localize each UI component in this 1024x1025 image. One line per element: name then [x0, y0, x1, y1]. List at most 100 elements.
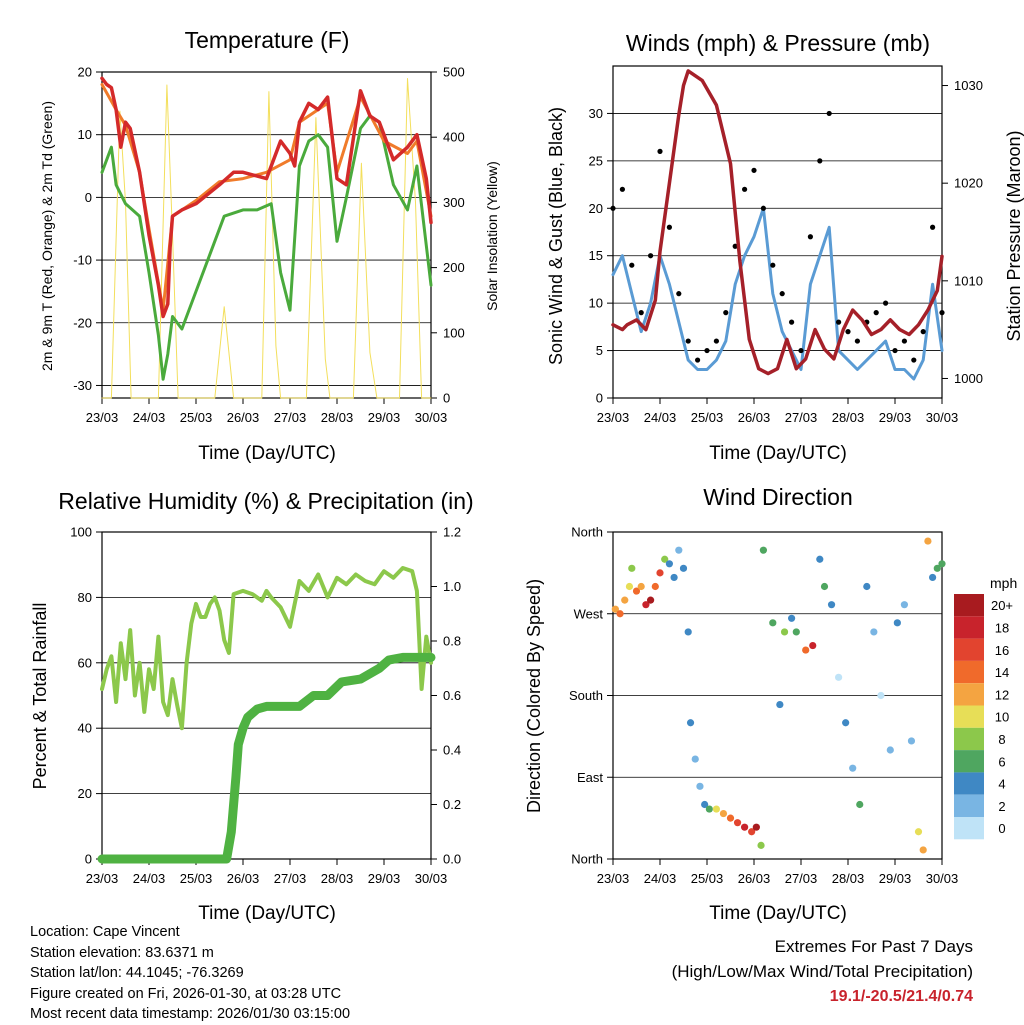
direction-ytick-label: West: [574, 606, 604, 621]
winds-title: Winds (mph) & Pressure (mb): [626, 30, 930, 56]
legend-swatch: [954, 750, 984, 773]
legend-swatch: [954, 616, 984, 639]
winds-gust-point: [751, 167, 757, 173]
direction-xlabel: Time (Day/UTC): [709, 903, 847, 924]
direction-ytick-label: East: [577, 770, 603, 785]
extremes-title: Extremes For Past 7 Days: [774, 937, 973, 956]
temperature-ytick-label: 0: [85, 190, 92, 205]
temperature-y2tick-label: 200: [443, 260, 465, 275]
direction-point: [621, 596, 629, 604]
direction-point: [679, 564, 688, 572]
legend-swatch: [954, 638, 984, 661]
station-latlon: Station lat/lon: 44.1045; -76.3269: [30, 965, 244, 981]
winds-chart: 0 5 10 15 20 25 30 1000 1010 1020 1030 23/03 24/03 25…: [589, 65, 983, 425]
legend-label: 4: [998, 777, 1005, 792]
humidity-ytick-label: 60: [78, 655, 92, 670]
winds-gust-point: [638, 310, 644, 316]
temperature-y2tick-label: 300: [443, 195, 465, 210]
direction-frame: [612, 531, 943, 860]
direction-point: [701, 800, 709, 809]
extremes-summary: Extremes For Past 7 Days (High/Low/Max W…: [672, 934, 973, 1009]
winds-gust-point: [807, 234, 814, 240]
direction-point: [696, 782, 704, 790]
winds-ytick-label: 15: [589, 248, 603, 263]
winds-xtick-label: 23/03: [597, 410, 630, 425]
winds-frame: [612, 65, 943, 399]
winds-gust-point: [901, 338, 908, 344]
humidity-y2tick-label: 1.2: [443, 525, 461, 540]
direction-point: [776, 700, 784, 709]
winds-xtick-label: 29/03: [879, 410, 912, 425]
extremes-subtitle: (High/Low/Max Wind/Total Precipitation): [671, 962, 973, 981]
humidity-y2tick-label: 0.8: [443, 634, 461, 649]
winds-gust-point: [742, 186, 748, 192]
winds-ytick-label: 5: [596, 343, 603, 358]
humidity-title: Relative Humidity (%) & Precipitation (i…: [58, 488, 473, 514]
direction-point: [849, 764, 857, 772]
winds-xtick-label: 24/03: [644, 410, 677, 425]
direction-xtick-label: 28/03: [832, 871, 865, 886]
direction-point: [733, 819, 742, 827]
direction-point: [924, 537, 932, 545]
humidity-frame: [101, 531, 432, 860]
direction-point: [835, 673, 843, 681]
temperature-xtick-label: 30/03: [415, 410, 448, 425]
figure-created: Figure created on Fri, 2026-01-30, at 03…: [30, 985, 342, 1002]
temperature-xtick-label: 27/03: [274, 410, 307, 425]
direction-point: [780, 628, 789, 636]
winds-gust-point: [779, 291, 785, 297]
humidity-ytick-label: 100: [70, 525, 92, 540]
station-elevation: Station elevation: 83.6371 m: [30, 944, 214, 961]
temperature-series-solar-insolation: [101, 78, 432, 399]
direction-point: [769, 619, 777, 627]
legend-swatch: [954, 594, 984, 617]
humidity-xtick-label: 25/03: [180, 871, 213, 886]
direction-point: [757, 841, 765, 849]
temperature-y2tick-label: 500: [443, 65, 465, 80]
winds-gust-point: [704, 347, 710, 354]
direction-ylabel-left: Direction (Colored By Speed): [524, 579, 544, 813]
direction-xtick-label: 30/03: [926, 871, 959, 886]
humidity-y2tick-label: 1.0: [443, 579, 461, 594]
direction-point: [628, 564, 636, 572]
winds-gust-point: [836, 319, 842, 325]
humidity-chart: 0 20 40 60 80 100 0.0 0.2 0.4 0.6 0.8 1.0 1.2 23/03 24…: [70, 525, 461, 887]
direction-point: [642, 601, 650, 609]
temperature-frame: [101, 71, 432, 399]
temperature-xtick-label: 23/03: [86, 410, 119, 425]
direction-point: [611, 605, 619, 613]
direction-xtick-label: 29/03: [879, 871, 912, 886]
direction-point: [820, 582, 829, 591]
direction-point: [637, 582, 645, 591]
direction-point: [816, 555, 824, 563]
direction-xtick-label: 27/03: [785, 871, 818, 886]
legend-label: 12: [995, 687, 1009, 702]
winds-gust-point: [826, 110, 832, 117]
station-location: Location: Cape Vincent: [30, 924, 180, 940]
temperature-xtick-label: 25/03: [180, 410, 213, 425]
direction-point: [675, 546, 683, 554]
humidity-xlabel: Time (Day/UTC): [198, 903, 336, 924]
temperature-series-2m-t: [100, 76, 433, 319]
direction-point: [919, 846, 927, 854]
winds-gust-point: [911, 357, 917, 363]
direction-ytick-label: North: [571, 852, 603, 867]
winds-gust-point: [666, 224, 673, 230]
winds-gust-point: [789, 319, 795, 325]
winds-gust-point: [732, 243, 738, 249]
direction-point: [877, 691, 885, 700]
winds-y2tick-label: 1020: [954, 176, 983, 191]
direction-point: [719, 809, 728, 818]
humidity-ytick-label: 80: [78, 590, 92, 605]
temperature-series-2m-td: [100, 114, 433, 381]
direction-point: [651, 582, 659, 591]
winds-ytick-label: 0: [596, 391, 603, 406]
winds-ylabel-right: Station Pressure (Maroon): [1004, 130, 1024, 341]
direction-point: [705, 805, 713, 813]
winds-ytick-label: 10: [589, 296, 603, 311]
legend-label: 0: [998, 821, 1005, 836]
direction-point: [661, 555, 669, 563]
humidity-xtick-label: 24/03: [133, 871, 166, 886]
winds-gust-point: [892, 347, 898, 354]
